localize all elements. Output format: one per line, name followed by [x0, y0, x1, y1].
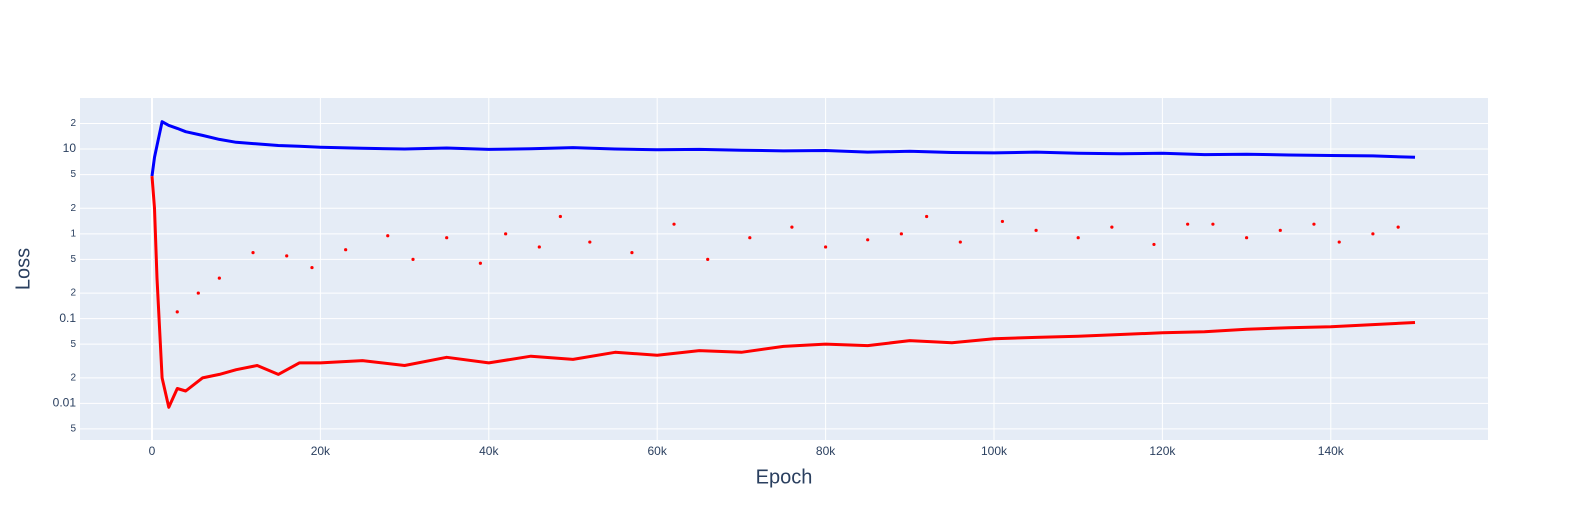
marker — [386, 234, 390, 238]
marker — [823, 245, 828, 249]
x-tick-label: 60k — [648, 444, 668, 458]
marker — [958, 240, 962, 244]
y-tick-label: 2 — [70, 288, 76, 299]
y-tick-label: 5 — [70, 339, 76, 350]
marker — [1152, 242, 1156, 247]
marker — [588, 240, 592, 244]
marker — [630, 251, 634, 255]
marker — [672, 222, 676, 226]
marker — [1110, 225, 1114, 229]
x-tick-label: 20k — [311, 444, 331, 458]
marker — [217, 276, 221, 280]
x-tick-label: 80k — [816, 444, 836, 458]
x-tick-label: 120k — [1149, 444, 1176, 458]
marker — [478, 261, 482, 265]
marker — [411, 257, 415, 261]
marker — [1244, 236, 1249, 240]
marker — [1396, 225, 1400, 229]
y-tick-label: 5 — [70, 424, 76, 435]
marker — [175, 310, 179, 314]
marker — [1337, 240, 1341, 244]
y-tick-label: 5 — [70, 169, 76, 180]
line — [150, 175, 1416, 409]
y-tick-label: 1 — [70, 228, 76, 239]
marker — [866, 238, 870, 242]
marker — [537, 245, 541, 249]
x-tick-label: 0 — [149, 444, 156, 458]
marker — [344, 248, 348, 252]
y-tick-label: 0.1 — [59, 311, 76, 325]
y-tick-label: 5 — [70, 254, 76, 265]
marker — [1312, 222, 1316, 226]
marker — [1371, 232, 1375, 236]
y-tick-label: 2 — [70, 118, 76, 129]
marker — [790, 225, 794, 229]
x-axis-title: Epoch — [756, 466, 813, 488]
y-tick-label: 0.01 — [53, 396, 77, 410]
y-tick-label: 10 — [63, 141, 77, 155]
marker — [1278, 228, 1282, 232]
x-tick-label: 100k — [981, 444, 1008, 458]
marker — [1034, 228, 1038, 232]
y-axis-title: Loss — [12, 248, 34, 290]
y-tick-label: 2 — [70, 373, 76, 384]
x-tick-label: 140k — [1318, 444, 1345, 458]
marker — [310, 265, 314, 270]
marker — [1076, 236, 1080, 240]
marker — [748, 236, 752, 240]
y-tick-label: 2 — [70, 203, 76, 214]
marker — [1211, 222, 1215, 226]
marker — [504, 232, 508, 236]
line — [150, 120, 1416, 177]
marker — [925, 214, 929, 219]
marker — [899, 232, 903, 236]
marker — [706, 257, 710, 261]
marker — [1000, 219, 1005, 224]
marker — [196, 291, 200, 295]
marker — [251, 251, 255, 255]
marker — [445, 236, 449, 240]
x-tick-label: 40k — [479, 444, 499, 458]
marker — [558, 214, 562, 219]
marker — [285, 254, 289, 258]
marker — [1186, 222, 1190, 226]
